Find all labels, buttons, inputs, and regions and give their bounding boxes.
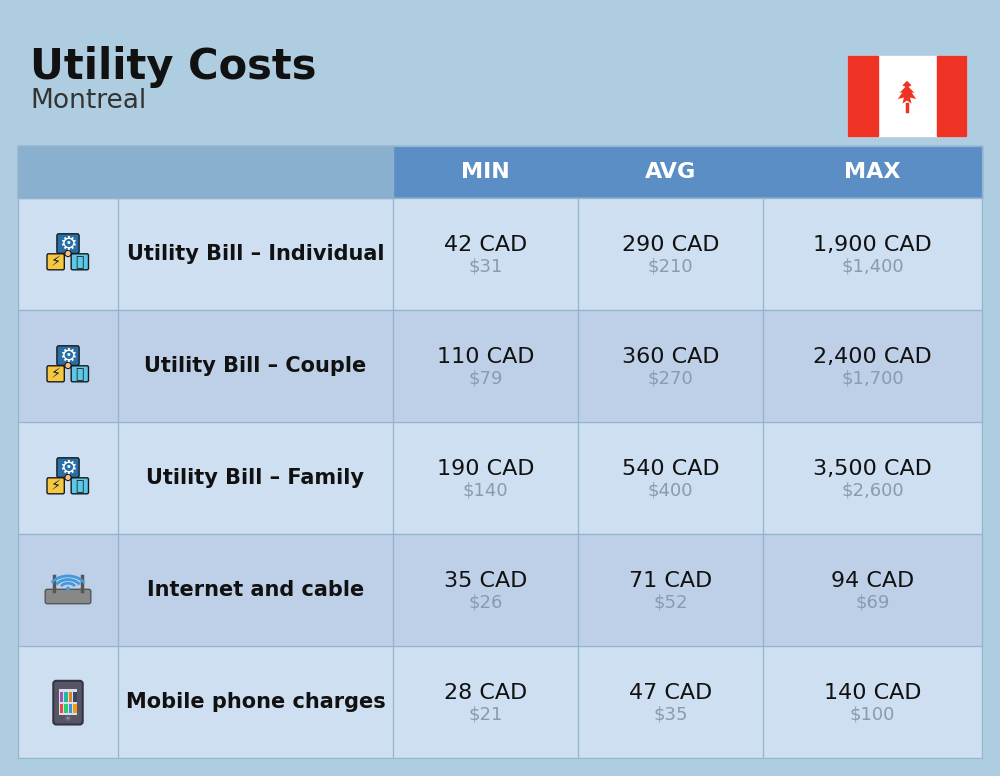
Text: $100: $100 xyxy=(850,706,895,724)
Text: Mobile phone charges: Mobile phone charges xyxy=(126,692,385,712)
Bar xyxy=(64,692,68,702)
Text: ⚡: ⚡ xyxy=(50,367,61,381)
Bar xyxy=(18,422,982,534)
Bar xyxy=(936,56,966,136)
Bar xyxy=(18,146,393,198)
Text: Utility Bill – Family: Utility Bill – Family xyxy=(146,468,364,488)
Bar xyxy=(848,56,966,136)
FancyBboxPatch shape xyxy=(45,589,91,604)
Text: $26: $26 xyxy=(468,594,503,612)
Text: ⚙: ⚙ xyxy=(59,347,77,365)
Text: Utility Bill – Couple: Utility Bill – Couple xyxy=(144,356,367,376)
Text: Montreal: Montreal xyxy=(30,88,146,114)
Text: 110 CAD: 110 CAD xyxy=(437,347,534,367)
Text: MAX: MAX xyxy=(844,162,901,182)
Text: 3,500 CAD: 3,500 CAD xyxy=(813,459,932,479)
Bar xyxy=(18,310,982,422)
Text: $270: $270 xyxy=(648,370,693,388)
FancyBboxPatch shape xyxy=(47,254,64,270)
FancyBboxPatch shape xyxy=(47,478,64,494)
Bar xyxy=(18,146,982,198)
FancyBboxPatch shape xyxy=(53,681,83,725)
Text: 💧: 💧 xyxy=(76,367,84,381)
Text: $140: $140 xyxy=(463,482,508,500)
Bar xyxy=(73,692,77,702)
Text: 35 CAD: 35 CAD xyxy=(444,571,527,591)
Text: $79: $79 xyxy=(468,370,503,388)
Circle shape xyxy=(66,716,70,720)
Text: $35: $35 xyxy=(653,706,688,724)
Text: Utility Costs: Utility Costs xyxy=(30,46,316,88)
Text: 540 CAD: 540 CAD xyxy=(622,459,719,479)
FancyBboxPatch shape xyxy=(71,254,88,270)
Text: 42 CAD: 42 CAD xyxy=(444,235,527,255)
Text: ⚙: ⚙ xyxy=(59,459,77,477)
Bar xyxy=(69,692,72,702)
Text: 47 CAD: 47 CAD xyxy=(629,683,712,703)
Text: $2,600: $2,600 xyxy=(841,482,904,500)
Text: 1,900 CAD: 1,900 CAD xyxy=(813,235,932,255)
FancyBboxPatch shape xyxy=(47,365,64,382)
Text: 290 CAD: 290 CAD xyxy=(622,235,719,255)
FancyBboxPatch shape xyxy=(57,234,79,254)
Text: 2,400 CAD: 2,400 CAD xyxy=(813,347,932,367)
Circle shape xyxy=(65,251,71,257)
Text: Utility Bill – Individual: Utility Bill – Individual xyxy=(127,244,384,264)
Text: ⚡: ⚡ xyxy=(50,480,61,494)
Bar xyxy=(59,689,77,715)
Text: $69: $69 xyxy=(855,594,890,612)
FancyBboxPatch shape xyxy=(57,346,79,365)
Circle shape xyxy=(66,587,70,591)
FancyBboxPatch shape xyxy=(71,478,88,494)
Text: 140 CAD: 140 CAD xyxy=(824,683,921,703)
Text: $1,400: $1,400 xyxy=(841,258,904,276)
Text: AVG: AVG xyxy=(645,162,696,182)
Bar xyxy=(18,534,982,646)
Text: 💧: 💧 xyxy=(76,480,84,494)
Bar xyxy=(848,56,878,136)
Text: Internet and cable: Internet and cable xyxy=(147,580,364,600)
Bar xyxy=(18,198,982,310)
Text: ⚙: ⚙ xyxy=(59,234,77,254)
Text: 71 CAD: 71 CAD xyxy=(629,571,712,591)
Bar xyxy=(64,704,68,713)
Text: $21: $21 xyxy=(468,706,503,724)
Text: $400: $400 xyxy=(648,482,693,500)
Text: 190 CAD: 190 CAD xyxy=(437,459,534,479)
Bar xyxy=(73,704,77,713)
Bar xyxy=(69,704,72,713)
Text: $210: $210 xyxy=(648,258,693,276)
Polygon shape xyxy=(898,81,916,104)
Text: $1,700: $1,700 xyxy=(841,370,904,388)
Text: ⚡: ⚡ xyxy=(50,255,61,269)
Text: $52: $52 xyxy=(653,594,688,612)
Circle shape xyxy=(65,474,71,480)
FancyBboxPatch shape xyxy=(57,458,79,477)
Bar xyxy=(60,704,63,713)
Text: 360 CAD: 360 CAD xyxy=(622,347,719,367)
FancyBboxPatch shape xyxy=(71,365,88,382)
Text: 💧: 💧 xyxy=(76,255,84,269)
Text: 94 CAD: 94 CAD xyxy=(831,571,914,591)
Bar xyxy=(18,646,982,758)
Circle shape xyxy=(65,362,71,369)
Text: MIN: MIN xyxy=(461,162,510,182)
Text: $31: $31 xyxy=(468,258,503,276)
Text: 28 CAD: 28 CAD xyxy=(444,683,527,703)
Bar xyxy=(60,692,63,702)
